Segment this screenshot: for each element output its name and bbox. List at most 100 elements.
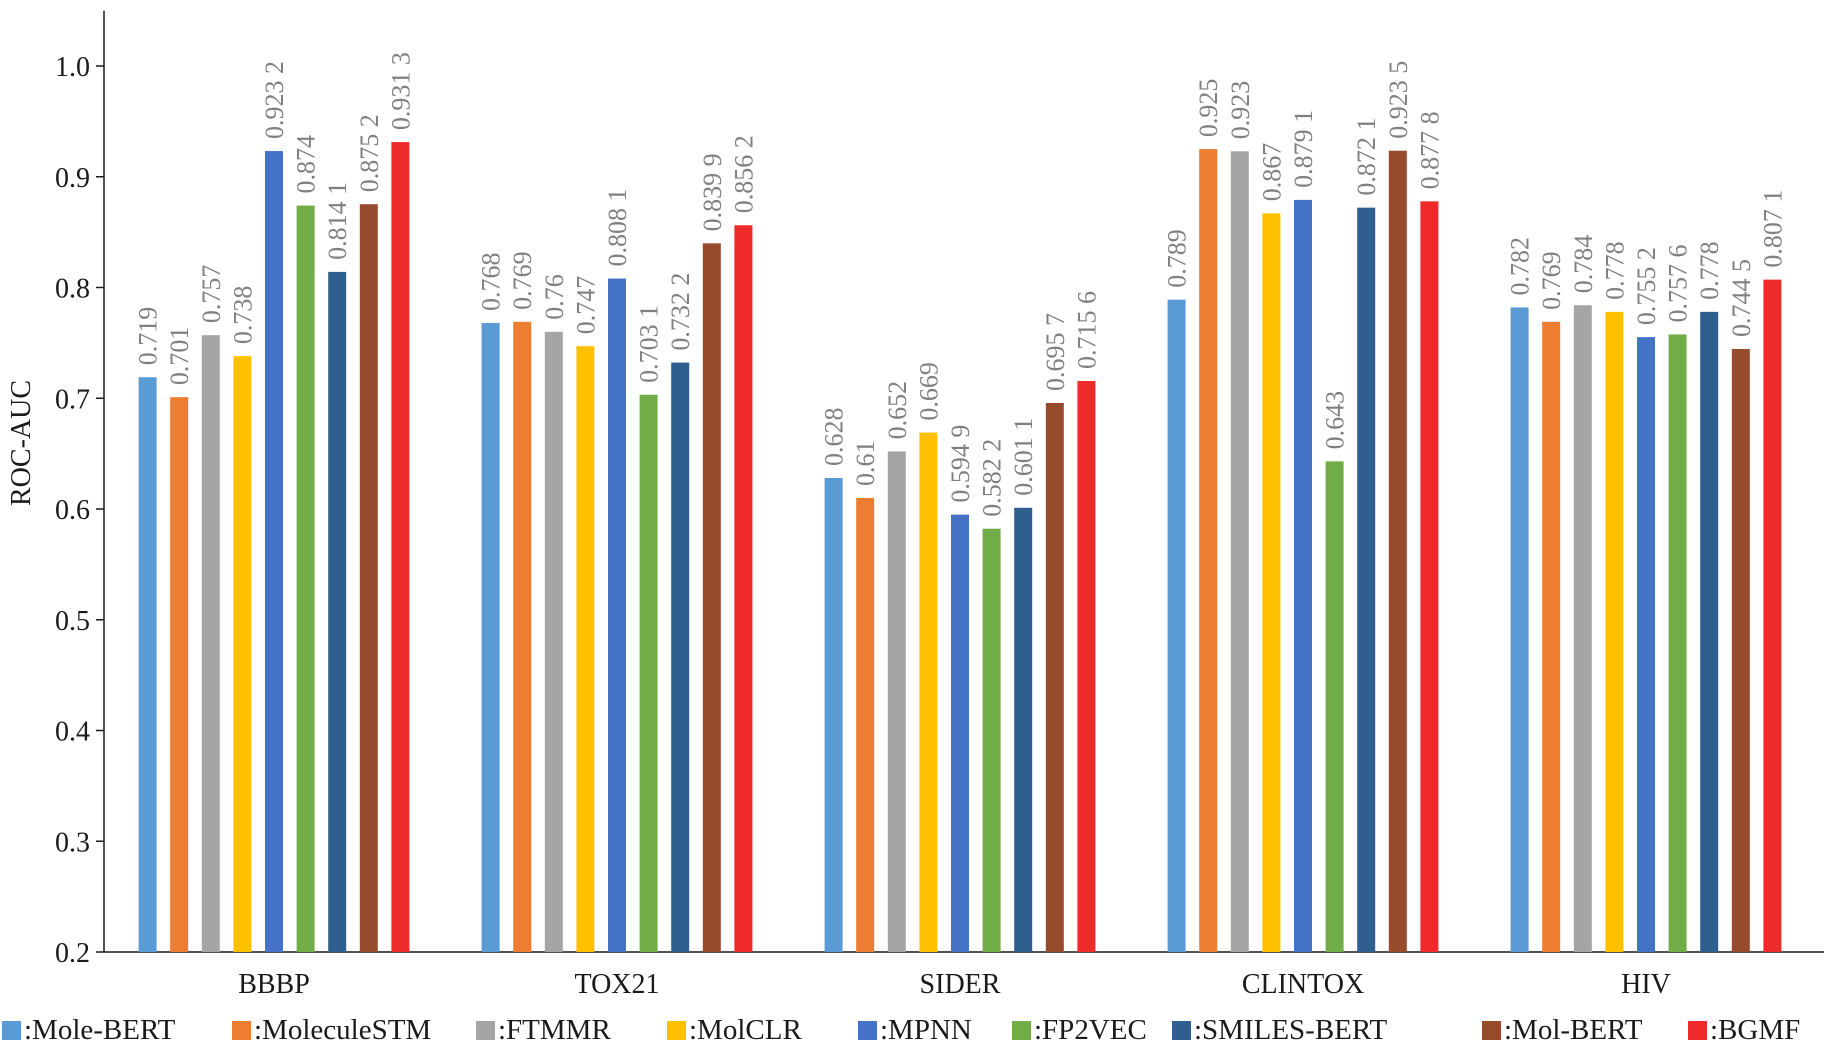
bar-value-label: 0.703 1 — [635, 305, 664, 383]
bar-value-label: 0.807 1 — [1758, 190, 1787, 268]
bar-value-label: 0.875 2 — [355, 114, 384, 192]
bar-value-label: 0.769 — [1537, 251, 1566, 310]
bar-tox21-2 — [544, 331, 563, 952]
bar-value-label: 0.923 5 — [1384, 61, 1413, 139]
legend-label: :Mole-BERT — [24, 1013, 176, 1046]
bar-bbbp-5 — [296, 205, 315, 953]
bar-series-group — [138, 142, 1782, 953]
legend-label: :Mol-BERT — [1504, 1013, 1643, 1046]
bar-sider-1 — [856, 497, 875, 952]
legend-label: :FTMMR — [498, 1013, 611, 1046]
x-category-label: SIDER — [920, 969, 1001, 1000]
bar-value-label: 0.582 2 — [978, 439, 1007, 517]
bar-clintox-1 — [1199, 149, 1218, 952]
legend-swatch — [858, 1020, 877, 1040]
bar-bbbp-1 — [170, 397, 189, 953]
bar-sider-8 — [1077, 380, 1096, 952]
y-tick-label: 0.7 — [55, 384, 90, 415]
bar-value-label: 0.867 — [1257, 143, 1286, 202]
bar-value-label: 0.755 2 — [1632, 247, 1661, 325]
y-tick-label: 0.8 — [55, 274, 90, 305]
y-axis: 0.2 0.3 0.4 0.5 0.6 0.7 0.8 0.9 1.0 — [55, 10, 105, 969]
bar-value-label: 0.76 — [540, 274, 569, 320]
bar-bbbp-2 — [201, 335, 220, 952]
y-tick-label: 0.4 — [55, 717, 90, 748]
legend-item: :SMILES-BERT — [1172, 1008, 1387, 1052]
bar-value-label: 0.747 — [571, 276, 600, 335]
x-category-label: HIV — [1621, 969, 1671, 1000]
legend-item: :FTMMR — [476, 1008, 611, 1052]
bar-value-label: 0.701 — [165, 327, 194, 386]
bar-value-label: 0.931 3 — [386, 52, 415, 130]
bar-hiv-2 — [1573, 305, 1592, 953]
legend-label: :MoleculeSTM — [254, 1013, 432, 1046]
bar-clintox-6 — [1357, 207, 1376, 953]
roc-auc-bar-chart: 0.2 0.3 0.4 0.5 0.6 0.7 0.8 0.9 1.0 BBBP TOX21 SID… — [6, 10, 1824, 1000]
legend-item: :Mol-BERT — [1482, 1008, 1642, 1052]
bar-clintox-4 — [1294, 199, 1312, 953]
legend-label: :MolCLR — [689, 1013, 802, 1046]
legend-label: :MPNN — [880, 1013, 972, 1046]
legend-label: :SMILES-BERT — [1194, 1013, 1388, 1046]
y-axis-title: ROC-AUC — [6, 380, 37, 506]
bar-tox21-3 — [576, 346, 595, 952]
legend-item: :Mole-BERT — [2, 1008, 175, 1052]
bar-value-label: 0.695 7 — [1041, 313, 1070, 391]
bar-sider-4 — [951, 514, 969, 952]
bar-clintox-5 — [1325, 461, 1344, 952]
bar-sider-7 — [1045, 403, 1064, 953]
bar-value-label: 0.778 — [1695, 241, 1724, 300]
chart-legend: :Mole-BERT :MoleculeSTM :FTMMR :MolCLR :MPNN… — [0, 1008, 1824, 1052]
bar-bbbp-0 — [138, 377, 157, 952]
legend-item: :FP2VEC — [1012, 1008, 1147, 1052]
bar-value-label: 0.669 — [914, 362, 943, 421]
bar-hiv-0 — [1510, 307, 1529, 952]
bar-bbbp-6 — [328, 271, 347, 952]
y-tick-label: 0.2 — [55, 938, 90, 969]
bar-value-label: 0.768 — [477, 252, 506, 310]
bar-sider-2 — [887, 451, 906, 952]
bar-value-label: 0.814 1 — [323, 182, 352, 260]
legend-item: :MPNN — [858, 1008, 972, 1052]
bar-bbbp-3 — [233, 356, 252, 952]
legend-swatch — [1172, 1020, 1191, 1040]
bar-value-label: 0.879 1 — [1289, 110, 1318, 188]
bar-value-label: 0.715 6 — [1072, 291, 1101, 369]
bar-tox21-1 — [513, 321, 532, 952]
bar-tox21-8 — [734, 225, 753, 953]
legend-swatch — [667, 1020, 686, 1040]
bar-value-label: 0.808 1 — [603, 189, 632, 267]
x-axis: BBBP TOX21 SIDER CLINTOX HIV — [104, 951, 1824, 1000]
bar-value-label: 0.874 — [292, 135, 321, 194]
bar-hiv-1 — [1542, 321, 1561, 952]
bar-value-label: 0.61 — [851, 440, 880, 486]
bar-value-label: 0.719 — [134, 307, 163, 366]
legend-swatch — [232, 1020, 251, 1040]
bar-value-label: 0.652 — [883, 381, 912, 440]
bar-hiv-8 — [1763, 279, 1782, 953]
legend-label: :FP2VEC — [1034, 1013, 1147, 1046]
y-tick-label: 1.0 — [55, 52, 90, 83]
legend-swatch — [1482, 1020, 1501, 1040]
bar-value-label: 0.778 — [1600, 241, 1629, 300]
y-tick-label: 0.5 — [55, 606, 90, 637]
bar-sider-5 — [982, 528, 1001, 952]
y-tick-label: 0.3 — [55, 827, 90, 858]
bar-value-label: 0.744 5 — [1727, 259, 1756, 337]
bar-hiv-6 — [1700, 311, 1719, 952]
x-category-label: CLINTOX — [1242, 969, 1364, 1000]
legend-swatch — [1012, 1020, 1031, 1040]
bar-value-label: 0.643 — [1321, 391, 1350, 450]
x-category-label: BBBP — [238, 969, 310, 1000]
bar-value-label: 0.789 — [1163, 229, 1192, 288]
bar-value-label: 0.839 9 — [698, 153, 727, 231]
legend-item: :MoleculeSTM — [232, 1008, 431, 1052]
bar-sider-6 — [1014, 507, 1033, 952]
bar-sider-3 — [919, 432, 938, 952]
bar-value-label: 0.732 2 — [666, 273, 695, 351]
bar-bbbp-4 — [265, 151, 283, 952]
legend-swatch — [476, 1020, 495, 1040]
y-tick-label: 0.9 — [55, 163, 90, 194]
bar-value-label: 0.628 — [820, 407, 849, 466]
bar-clintox-2 — [1230, 151, 1249, 953]
